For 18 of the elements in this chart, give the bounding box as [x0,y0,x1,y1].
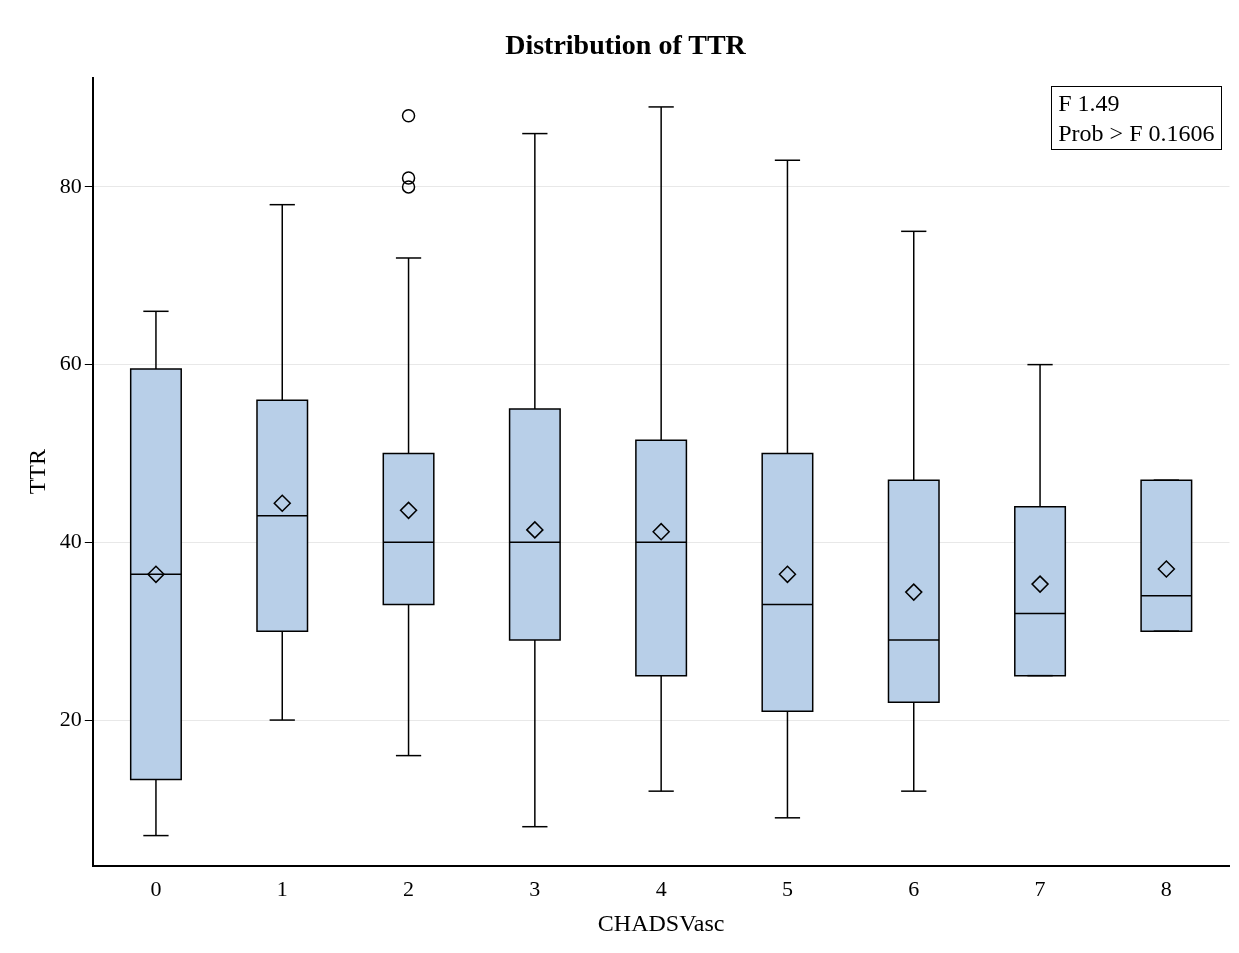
x-tick-label: 6 [908,875,920,901]
annotation: Prob > F 0.1606 [1058,118,1215,148]
x-tick-label: 8 [1160,875,1172,901]
x-tick-label: 3 [529,875,541,901]
x-axis-title: CHADSVasc [597,909,725,936]
y-tick-label: 80 [59,172,82,198]
x-tick-label: 5 [781,875,793,901]
y-axis-title: TTR [23,449,50,495]
chart-title: Distribution of TTR [505,29,747,61]
y-tick-label: 20 [59,705,82,731]
x-tick-label: 7 [1034,875,1046,901]
x-tick-label: 4 [655,875,667,901]
annotation: F 1.49 [1058,88,1121,118]
y-tick-label: 40 [59,528,82,554]
x-tick-label: 0 [150,875,162,901]
y-tick-label: 60 [59,350,82,376]
x-tick-label: 1 [276,875,288,901]
x-tick-label: 2 [403,875,415,901]
